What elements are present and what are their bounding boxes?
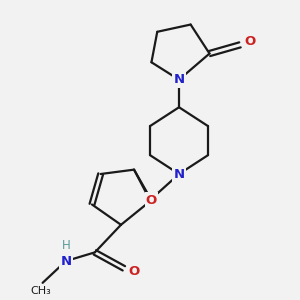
Text: N: N xyxy=(173,73,184,86)
Text: O: O xyxy=(128,265,140,278)
Text: O: O xyxy=(244,35,256,49)
Text: N: N xyxy=(173,167,184,181)
Text: CH₃: CH₃ xyxy=(31,286,52,296)
Text: O: O xyxy=(146,194,157,207)
Text: H: H xyxy=(61,238,70,252)
Text: N: N xyxy=(60,255,71,268)
